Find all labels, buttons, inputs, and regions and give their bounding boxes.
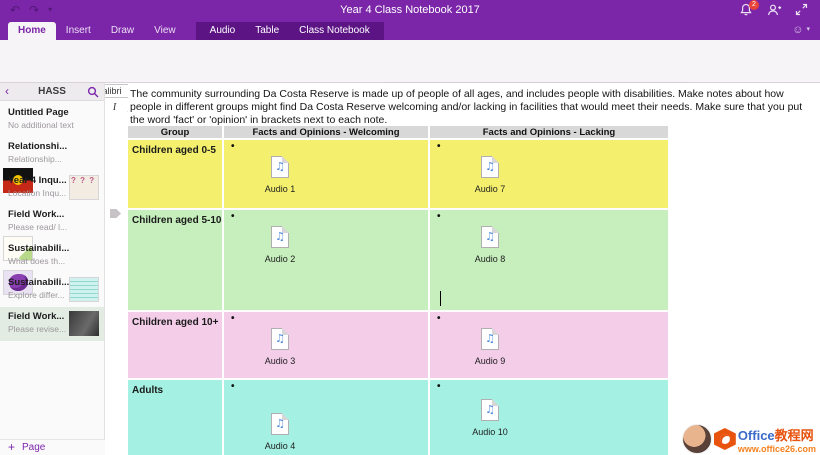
welcoming-cell[interactable]: • ♫ Audio 1 xyxy=(224,140,430,210)
audio-file-icon: ♫ xyxy=(271,413,289,435)
audio-file-icon: ♫ xyxy=(481,226,499,248)
undo-icon[interactable]: ↶ xyxy=(10,3,21,17)
ribbon: Paste ▾ ✂Cut ⧉Copy Format Calibri▾ 11▾ ▾… xyxy=(0,40,820,120)
welcoming-cell[interactable]: • ♫ Audio 3 xyxy=(224,312,430,380)
audio-file-icon: ♫ xyxy=(271,226,289,248)
page-item-sustainability-2[interactable]: Sustainabili... Explore differ... xyxy=(0,273,104,307)
page-thumbnail-question-hands: ? ? ? xyxy=(69,175,99,200)
tab-audio[interactable]: Audio xyxy=(209,25,236,36)
tab-view[interactable]: View xyxy=(154,25,176,36)
share-add-person-icon[interactable] xyxy=(767,3,782,18)
table-row: Children aged 0-5 • ♫ Audio 1 • ♫ Audio … xyxy=(128,140,668,210)
page-item-field-work-2-selected[interactable]: Field Work... Please revise... xyxy=(0,307,104,341)
tab-table[interactable]: Table xyxy=(255,25,280,36)
notifications-bell-icon[interactable]: 2 xyxy=(739,0,759,18)
window-title: Year 4 Class Notebook 2017 xyxy=(340,4,480,16)
page-thumbnail-table xyxy=(69,277,99,302)
lacking-cell[interactable]: • ♫ Audio 10 xyxy=(430,380,668,455)
group-cell[interactable]: Children aged 0-5 xyxy=(128,140,224,210)
tab-draw[interactable]: Draw xyxy=(110,25,135,36)
feedback-smiley-icon[interactable]: ☺ ▾ xyxy=(792,24,810,36)
note-canvas[interactable]: The community surrounding Da Costa Reser… xyxy=(128,83,820,455)
audio-recording[interactable]: ♫ Audio 8 xyxy=(458,226,522,264)
page-thumbnail-aboriginal-flag xyxy=(3,168,33,193)
page-item-year4-inquiry[interactable]: Year 4 Inqu... Location Inqu... ? ? ? xyxy=(0,171,104,205)
audio-recording[interactable]: ♫ Audio 10 xyxy=(458,399,522,437)
intro-paragraph[interactable]: The community surrounding Da Costa Reser… xyxy=(130,88,803,127)
contextual-tab-group: Audio Table Class Notebook xyxy=(195,22,384,40)
audio-recording[interactable]: ♫ Audio 1 xyxy=(248,156,312,194)
table-header-row: Group Facts and Opinions - Welcoming Fac… xyxy=(128,126,668,140)
back-chevron-icon[interactable]: ‹ xyxy=(5,84,9,98)
watermark: Office教程网 www.office26.com xyxy=(681,424,816,454)
audio-file-icon: ♫ xyxy=(481,156,499,178)
audio-file-icon: ♫ xyxy=(271,156,289,178)
lacking-cell[interactable]: • ♫ Audio 8 xyxy=(430,210,668,312)
header-lacking: Facts and Opinions - Lacking xyxy=(430,126,668,140)
title-bar: ↶ ↷ ▾ Year 4 Class Notebook 2017 2 xyxy=(0,0,820,22)
group-cell[interactable]: Children aged 10+ xyxy=(128,312,224,380)
page-thumbnail-cartoon xyxy=(3,270,33,295)
table-row: Adults • ♫ Audio 4 • ♫ Audio 10 xyxy=(128,380,668,455)
section-title: HASS xyxy=(38,86,66,97)
notification-badge: 2 xyxy=(749,0,759,10)
ribbon-tab-bar: Home Insert Draw View Audio Table Class … xyxy=(0,22,820,40)
facts-opinions-table: Group Facts and Opinions - Welcoming Fac… xyxy=(128,126,668,455)
audio-recording[interactable]: ♫ Audio 9 xyxy=(458,328,522,366)
welcoming-cell[interactable]: • ♫ Audio 4 xyxy=(224,380,430,455)
audio-recording[interactable]: ♫ Audio 3 xyxy=(248,328,312,366)
group-cell[interactable]: Children aged 5-10 xyxy=(128,210,224,312)
page-thumbnail-folded-paper xyxy=(3,236,33,261)
audio-file-icon: ♫ xyxy=(481,399,499,421)
search-icon[interactable] xyxy=(87,85,99,103)
redo-icon[interactable]: ↷ xyxy=(29,3,40,17)
audio-recording[interactable]: ♫ Audio 7 xyxy=(458,156,522,194)
header-welcoming: Facts and Opinions - Welcoming xyxy=(224,126,430,140)
plus-icon: + xyxy=(8,440,16,454)
page-thumbnail-dark-photo xyxy=(69,311,99,336)
sidebar-header: ‹ HASS xyxy=(0,83,104,101)
table-row: Children aged 10+ • ♫ Audio 3 • ♫ Audio … xyxy=(128,312,668,380)
page-item-field-work-1[interactable]: Field Work... Please read/ l... xyxy=(0,205,104,261)
add-page-button[interactable]: + Page xyxy=(0,439,105,455)
fullscreen-expand-icon[interactable] xyxy=(795,3,810,18)
header-group: Group xyxy=(128,126,224,140)
page-item-untitled[interactable]: Untitled Page No additional text xyxy=(8,107,74,130)
watermark-person-photo xyxy=(681,424,712,454)
page-list-sidebar: ‹ HASS Untitled Page No additional text … xyxy=(0,83,105,455)
page-item-relationships[interactable]: Relationshi... Relationship... xyxy=(0,137,104,193)
text-cursor xyxy=(440,291,441,306)
tab-home[interactable]: Home xyxy=(8,22,56,40)
page-pull-tab-icon[interactable] xyxy=(110,209,121,218)
audio-file-icon: ♫ xyxy=(271,328,289,350)
watermark-url: www.office26.com xyxy=(737,443,816,454)
audio-recording[interactable]: ♫ Audio 4 xyxy=(248,413,312,451)
welcoming-cell[interactable]: • ♫ Audio 2 xyxy=(224,210,430,312)
ribbon-collapse-icon[interactable]: ▾ xyxy=(48,5,53,14)
lacking-cell[interactable]: • ♫ Audio 7 xyxy=(430,140,668,210)
office-logo-icon xyxy=(713,428,736,450)
audio-recording[interactable]: ♫ Audio 2 xyxy=(248,226,312,264)
tab-class-notebook[interactable]: Class Notebook xyxy=(299,25,370,36)
page-item-sustainability-1[interactable]: Sustainabili... What does th... xyxy=(0,239,104,295)
audio-file-icon: ♫ xyxy=(481,328,499,350)
group-cell[interactable]: Adults xyxy=(128,380,224,455)
table-row: Children aged 5-10 • ♫ Audio 2 • ♫ Audio… xyxy=(128,210,668,312)
lacking-cell[interactable]: • ♫ Audio 9 xyxy=(430,312,668,380)
tab-insert[interactable]: Insert xyxy=(65,25,91,36)
italic-button[interactable]: I xyxy=(112,102,117,113)
